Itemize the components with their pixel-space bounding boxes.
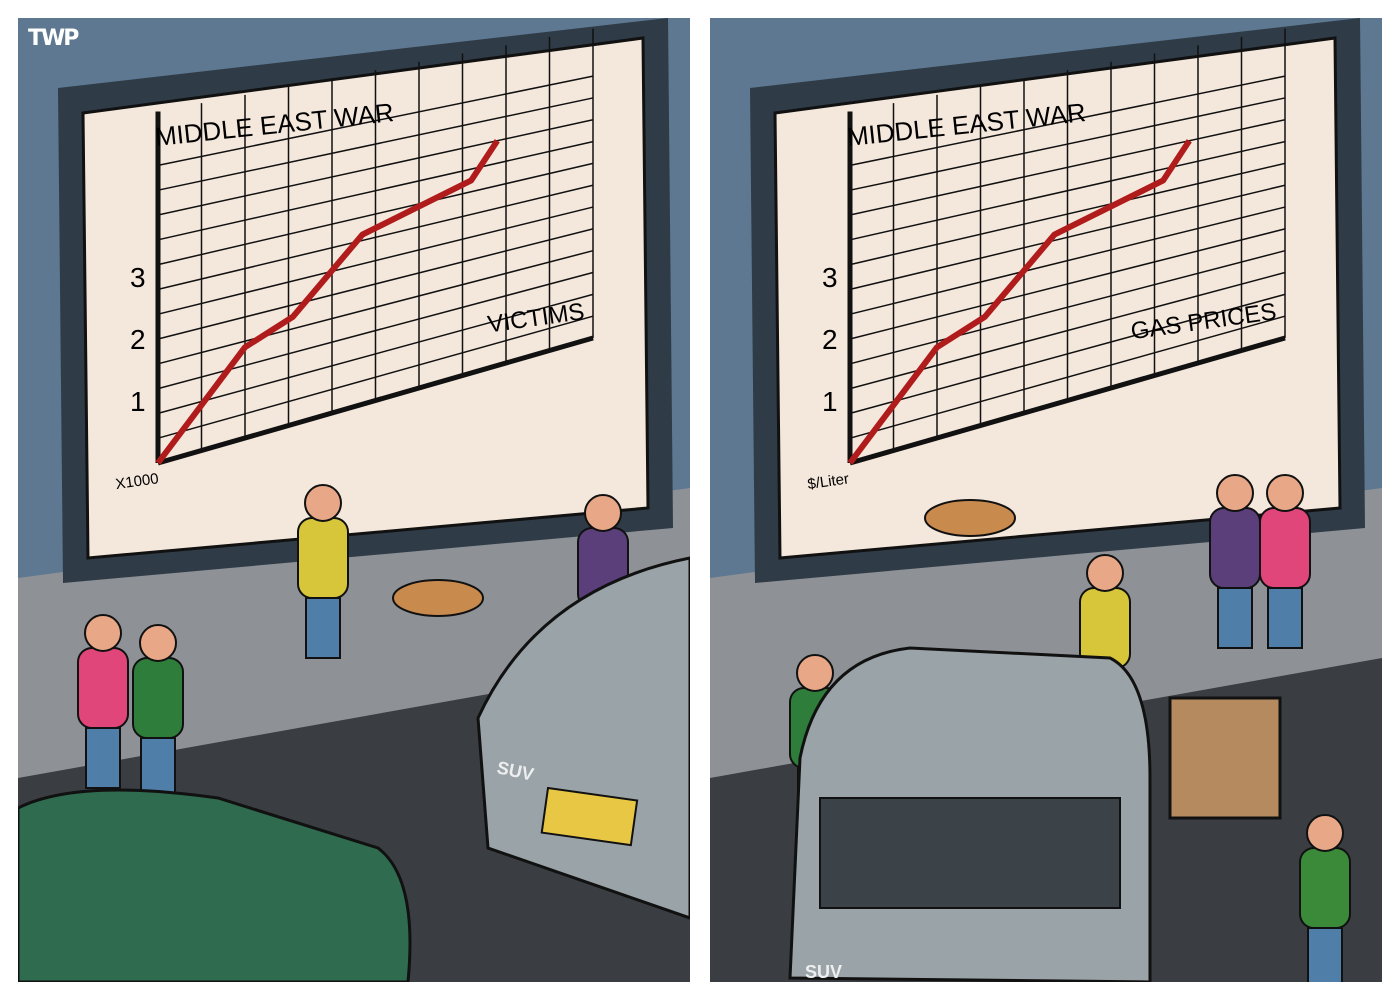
grid-line-horizontal	[849, 140, 1286, 241]
green-car	[18, 788, 412, 982]
person-body	[297, 517, 349, 599]
y-tick-label: 3	[130, 262, 146, 293]
grid-line-horizontal	[157, 315, 594, 439]
person-head	[139, 624, 177, 662]
person-legs	[1267, 587, 1303, 649]
person-legs	[140, 737, 176, 799]
grid-line-horizontal	[157, 97, 594, 191]
grid-line-horizontal	[849, 162, 1286, 266]
grid-line-horizontal	[849, 75, 1286, 167]
twp-logo: TWP	[28, 26, 79, 51]
person-body	[1259, 507, 1311, 589]
grid-line-horizontal	[157, 228, 594, 340]
y-tick-label: 2	[822, 324, 838, 355]
grid-line-horizontal	[849, 119, 1286, 216]
person-legs	[305, 597, 341, 659]
grid-line-horizontal	[157, 206, 594, 315]
dog	[924, 499, 1016, 537]
person-body	[1209, 507, 1261, 589]
grid-line-horizontal	[157, 75, 594, 167]
grid-line-horizontal	[849, 97, 1286, 191]
x-axis	[157, 335, 594, 466]
y-tick-label: 3	[822, 262, 838, 293]
rear-window	[819, 797, 1121, 909]
data-line	[155, 139, 500, 465]
grid-line-horizontal	[849, 184, 1286, 291]
dog	[392, 579, 484, 617]
grid-line-horizontal	[849, 206, 1286, 315]
person-body	[1299, 847, 1351, 929]
grid-line-horizontal	[849, 228, 1286, 340]
y-tick-label: 2	[130, 324, 146, 355]
grid-line-horizontal	[849, 249, 1286, 365]
person-head	[1306, 814, 1344, 852]
person-head	[796, 654, 834, 692]
y-tick-label: 1	[130, 386, 146, 417]
person-legs	[1217, 587, 1253, 649]
unit-label: X1000	[114, 470, 159, 493]
suv-badge: SUV	[805, 962, 842, 982]
person-body	[77, 647, 129, 729]
y-tick-label: 1	[822, 386, 838, 417]
person-head	[1086, 554, 1124, 592]
person-head	[1216, 474, 1254, 512]
grid-line-horizontal	[157, 184, 594, 291]
person-legs	[1307, 927, 1343, 982]
person-head	[1266, 474, 1304, 512]
open-car-door	[1168, 696, 1282, 820]
person-legs	[85, 727, 121, 789]
license-plate	[540, 786, 639, 847]
data-line	[847, 139, 1192, 465]
grid-line-horizontal	[157, 162, 594, 266]
grid-line-horizontal	[157, 119, 594, 216]
suv-car	[476, 556, 690, 920]
unit-label: $/Liter	[806, 470, 850, 493]
grid-line-horizontal	[849, 293, 1286, 415]
person-head	[304, 484, 342, 522]
grid-line-horizontal	[157, 140, 594, 241]
panel-right: 1 2 3 MIDDLE EAST WAR GAS PRICES $/Liter SUV	[710, 18, 1382, 982]
person-body	[132, 657, 184, 739]
grid-line-horizontal	[849, 315, 1286, 439]
grid-line-horizontal	[157, 293, 594, 415]
person-head	[584, 494, 622, 532]
panel-left: 1 2 3 MIDDLE EAST WAR VICTIMS X1000 SUV TWP	[18, 18, 690, 982]
person-head	[84, 614, 122, 652]
x-axis	[849, 335, 1286, 466]
grid-line-horizontal	[157, 249, 594, 365]
